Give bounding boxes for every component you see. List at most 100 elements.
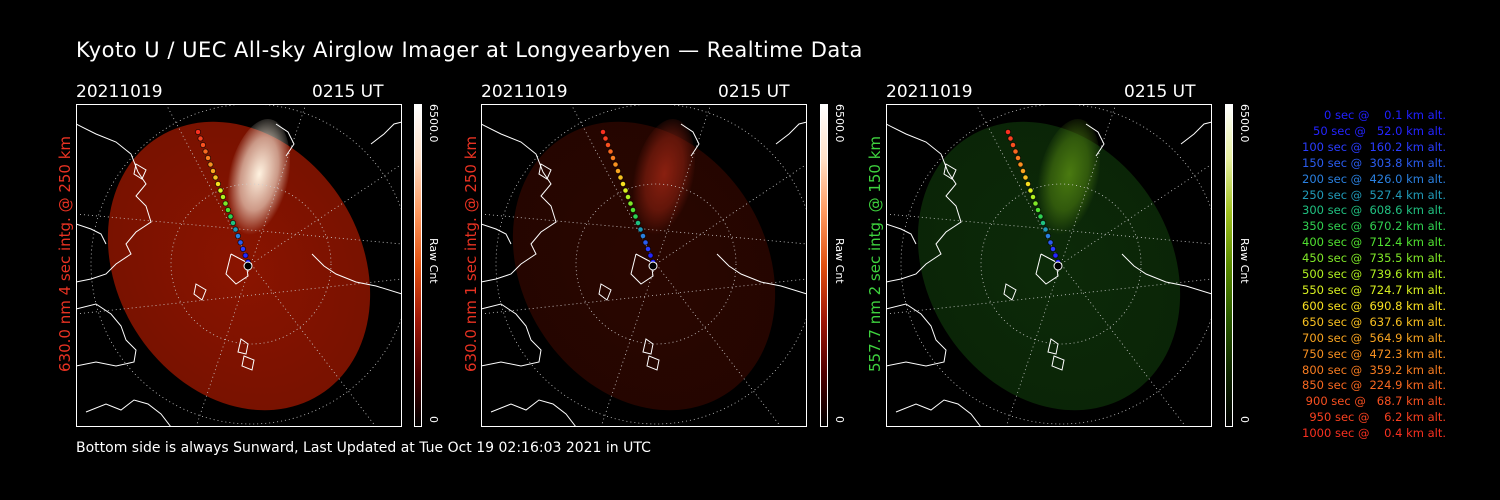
trajectory-dot [1025,181,1031,187]
trajectory-dot [1017,161,1024,168]
trajectory-dot [200,142,206,148]
panel-2-sky [481,104,807,427]
trajectory-dot [620,181,626,187]
trajectory-dot [1020,168,1026,174]
panel-1-side-label: 630.0 nm 4 sec intg. @ 250 km [56,135,74,372]
grid-line [250,104,307,265]
coastline [775,121,807,145]
trajectory-dot [1030,194,1036,200]
trajectory-dot [1027,187,1034,194]
trajectory-dot [600,129,606,135]
legend-row: 900 sec @ 68.7 km alt. [1302,394,1446,409]
coastline [886,303,947,367]
trajectory-dot [645,246,651,252]
legend-row: 50 sec @ 52.0 km alt. [1305,123,1446,138]
legend-row: 1000 sec @ 0.4 km alt. [1302,426,1446,441]
trajectory-dot [230,220,236,226]
coastline [133,163,147,180]
panel-2-time: 0215 UT [718,82,790,102]
trajectory-dot [607,148,614,155]
coastline [1085,123,1105,157]
panel-frame [886,104,1212,427]
trajectory-dot [625,194,631,200]
coastline [76,303,137,367]
coastline [85,399,172,427]
coastline [642,338,654,355]
legend-row: 750 sec @ 472.3 km alt. [1298,346,1446,361]
panel-3-colorbar-max: 6500.0 [1238,104,1251,143]
coastline [490,399,577,427]
trajectory-dot [1010,142,1016,148]
trajectory-dot [1012,148,1019,155]
legend-row: 350 sec @ 670.2 km alt. [1298,219,1446,234]
panel-2-colorbar [820,104,828,427]
trajectory-dot [1007,135,1014,142]
trajectory-dot [1040,220,1046,226]
coastline [1051,355,1065,371]
legend-row: 600 sec @ 690.8 km alt. [1298,298,1446,313]
coastline [1003,283,1017,301]
trajectory-dot [642,239,649,246]
panel-1-colorbar-min: 0 [427,416,440,423]
panel-2-date: 20211019 [481,82,568,102]
legend-row: 250 sec @ 527.4 km alt. [1298,187,1446,202]
trajectory-dot [235,233,241,239]
trajectory-dot [195,129,201,135]
panel-3-colorbar-unit: Raw Cnt [1238,238,1251,284]
trajectory-dot [1045,233,1051,239]
trajectory-dot [1050,246,1056,252]
grid-line [195,263,252,427]
coastline [680,123,700,157]
panel-1-colorbar [414,104,422,427]
trajectory-dot [220,194,226,200]
panel-2-colorbar-min: 0 [833,416,846,423]
aurora-glow [1035,119,1101,241]
panel-2-side-label: 630.0 nm 1 sec intg. @ 250 km [462,135,480,372]
grid-line [76,213,402,245]
trajectory-dot [630,207,636,213]
trajectory-dot [202,148,209,155]
coastline [1047,338,1059,355]
panel-3-colorbar-min: 0 [1238,416,1251,423]
grid-line [1005,263,1062,427]
coastline [481,123,557,283]
panel-1-colorbar-max: 6500.0 [427,104,440,143]
grid-circle [170,183,332,345]
trajectory-dot [215,181,221,187]
panel-1-colorbar-unit: Raw Cnt [427,238,440,284]
panel-1-image [76,104,402,427]
coastline [241,355,255,371]
trajectory-dot [210,168,216,174]
coastline [275,123,295,157]
coastline [76,123,152,283]
trajectory-dot [1015,155,1021,161]
page-title: Kyoto U / UEC All-sky Airglow Imager at … [76,38,863,62]
panel-1-sky [76,104,402,427]
panel-3-time: 0215 UT [1124,82,1196,102]
coastline [538,163,552,180]
trajectory-dot [1037,213,1044,220]
trajectory-dot [237,239,244,246]
legend-row: 500 sec @ 739.6 km alt. [1298,267,1446,282]
trajectory-dot [647,252,654,259]
footer-note: Bottom side is always Sunward, Last Upda… [76,440,651,456]
coastline [237,338,249,355]
trajectory-dot [207,161,214,168]
trajectory-dot [605,142,611,148]
sky-disc [512,121,776,411]
coastline [1121,253,1212,295]
trajectory-dot [1005,129,1011,135]
panel-frame [76,104,402,427]
legend-row: 300 sec @ 608.6 km alt. [1298,203,1446,218]
panel-3-colorbar [1225,104,1233,427]
trajectory-dot [205,155,211,161]
coastline [943,163,957,180]
trajectory-dot [622,187,629,194]
trajectory-dot [637,226,644,233]
panel-3-side-label: 557.7 nm 2 sec intg. @ 150 km [866,135,884,372]
trajectory-dot [242,252,249,259]
legend-row: 0 sec @ 0.1 km alt. [1313,108,1446,122]
launch-site-marker [648,261,658,271]
coastline [1180,121,1212,145]
trajectory-dot [635,220,641,226]
